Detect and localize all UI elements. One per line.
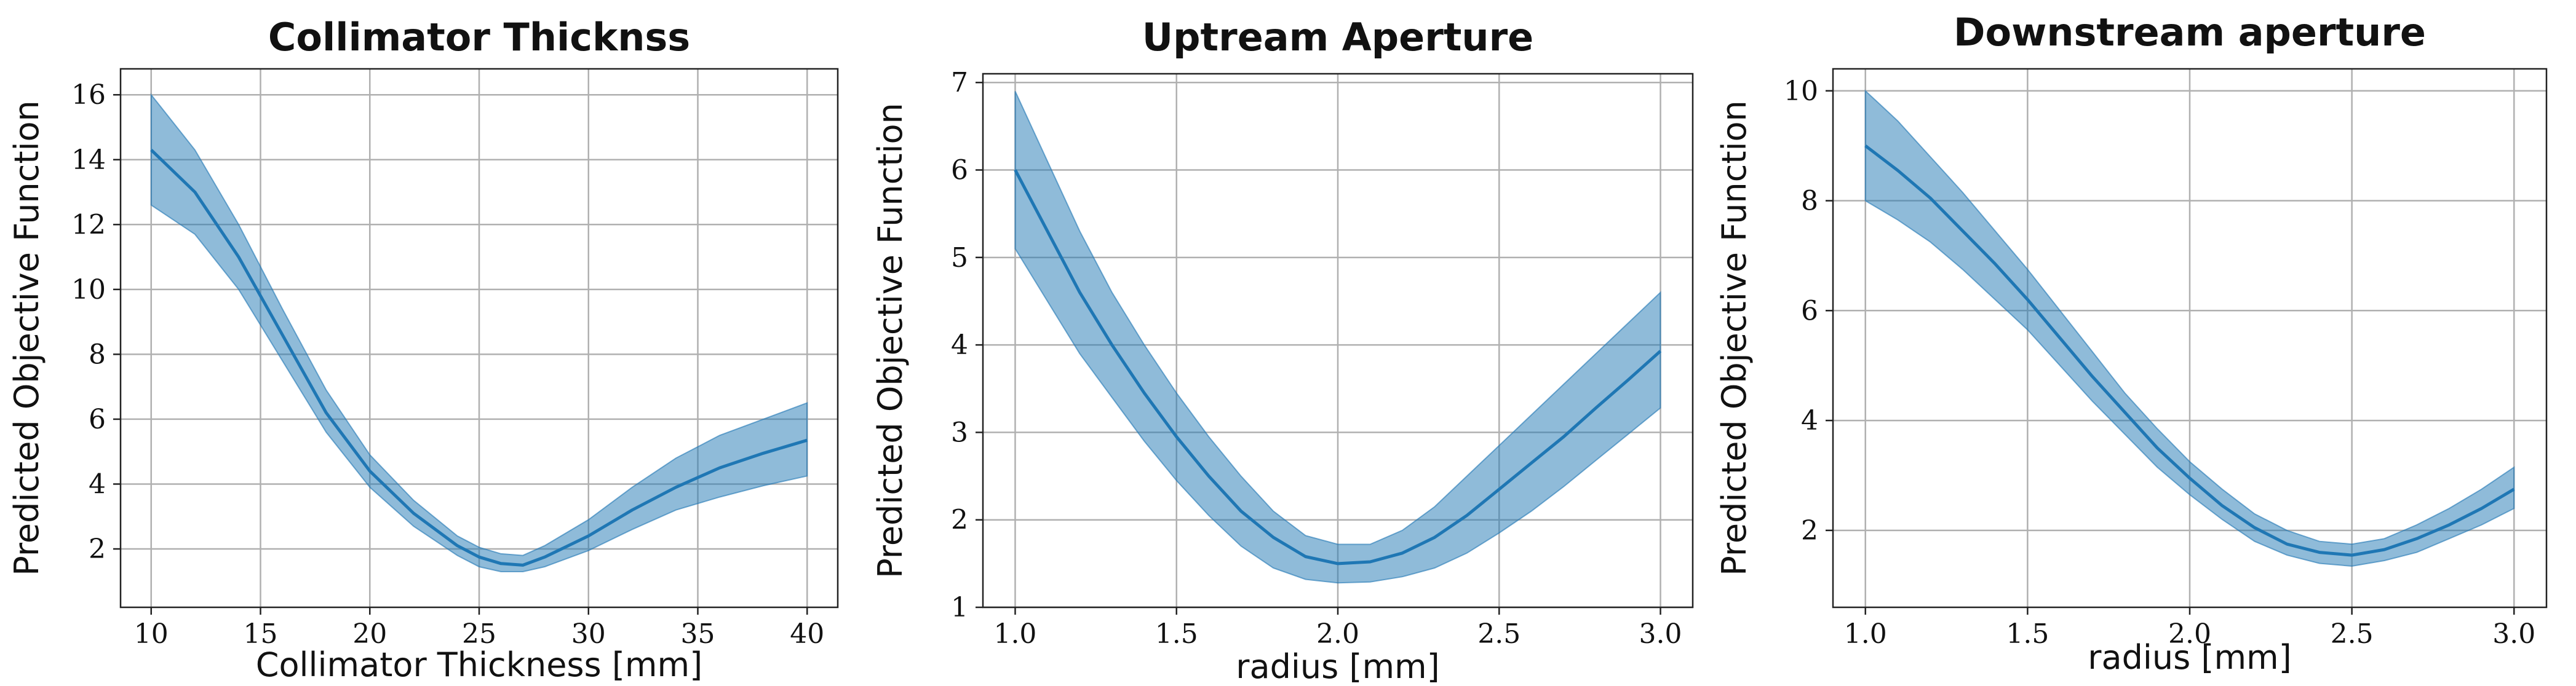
chart1-ytick-label: 14 — [71, 144, 106, 176]
chart1-ytick-label: 2 — [89, 534, 106, 565]
chart3-title: Downstream aperture — [1954, 10, 2426, 55]
chart3-confidence-band — [1864, 89, 2515, 567]
chart3-xlabel: radius [mm] — [2088, 638, 2291, 677]
chart1-title: Collimator Thicknss — [268, 15, 690, 60]
chart2-xtick-label: 3.0 — [1639, 618, 1682, 650]
chart1-ytick-label: 10 — [71, 274, 106, 306]
chart3-ytick-label: 2 — [1801, 515, 1818, 546]
chart3-xtick-label: 2.0 — [2168, 618, 2211, 650]
chart1-ytick-label: 6 — [89, 404, 106, 435]
chart2-ytick-label: 4 — [951, 329, 968, 361]
chart2-ytick-label: 3 — [951, 417, 968, 448]
chart1-ytick-label: 12 — [71, 209, 106, 240]
chart2-mean-line — [1014, 169, 1662, 566]
chart3-panel: 1.0 1.5 2.0 2.5 3.0 2 4 6 8 10 Downstream aperture… — [1715, 10, 2548, 677]
chart2-xlabel: radius [mm] — [1236, 647, 1439, 686]
chart3-ytick-label: 8 — [1801, 186, 1818, 217]
chart3-xtick-label: 1.5 — [2006, 618, 2049, 650]
chart2-xtick-label: 1.0 — [993, 618, 1036, 650]
chart3-ylabel: Predicted Objective Function — [1715, 100, 1754, 576]
chart2-title: Uptream Aperture — [1142, 15, 1533, 60]
chart3-xtick-label: 1.0 — [1844, 618, 1887, 650]
chart1-xtick-label: 10 — [134, 618, 169, 650]
chart3-xtick-label: 3.0 — [2492, 618, 2535, 650]
chart1-xtick-label: 15 — [244, 618, 278, 650]
chart3-mean-line — [1864, 144, 2515, 557]
chart2-xtick-label: 2.0 — [1316, 618, 1359, 650]
chart1-ytick-label: 4 — [89, 468, 106, 500]
chart1-xtick-label: 25 — [462, 618, 496, 650]
chart3-ytick-label: 4 — [1801, 405, 1818, 436]
chart2-ytick-label: 1 — [951, 592, 968, 623]
chart2-panel: 1.0 1.5 2.0 2.5 3.0 1 2 3 4 5 6 7 Uptream Aperture ra… — [871, 15, 1694, 686]
chart1-xtick-label: 20 — [352, 618, 387, 650]
chart1-xtick-label: 40 — [790, 618, 824, 650]
chart1-mean-line — [150, 149, 808, 567]
chart2-xtick-label: 1.5 — [1155, 618, 1198, 650]
chart2-xtick-label: 2.5 — [1477, 618, 1521, 650]
chart3-ytick-label: 10 — [1784, 76, 1818, 107]
chart1-ytick-label: 8 — [89, 339, 106, 370]
chart1-ylabel: Predicted Objective Function — [7, 100, 46, 576]
chart2-ylabel: Predicted Objective Function — [871, 103, 910, 578]
chart1-xtick-label: 30 — [571, 618, 606, 650]
chart3-xtick-label: 2.5 — [2331, 618, 2374, 650]
chart2-ytick-label: 5 — [951, 242, 968, 274]
chart2-ytick-label: 2 — [951, 505, 968, 536]
chart2-confidence-band — [1014, 91, 1661, 584]
chart1-panel: 10 15 20 25 30 35 40 2 4 6 8 10 12 14 16 Collimator Thi… — [7, 15, 839, 684]
chart1-xlabel: Collimator Thickness [mm] — [256, 645, 702, 684]
chart2-ytick-label: 6 — [951, 155, 968, 186]
chart3-ytick-label: 6 — [1801, 295, 1818, 326]
chart2-ytick-label: 7 — [951, 67, 968, 98]
chart1-ytick-label: 16 — [71, 79, 106, 111]
chart1-xtick-label: 35 — [680, 618, 715, 650]
